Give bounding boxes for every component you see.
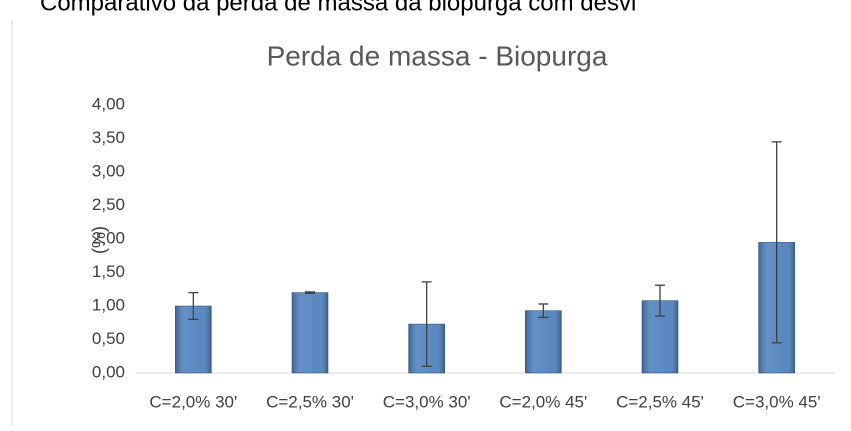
error-bar — [538, 303, 549, 319]
y-tick-label: 4,00 — [92, 94, 125, 113]
error-bar — [305, 291, 315, 294]
y-tick-label: 2,00 — [92, 228, 125, 247]
chart-title: Perda de massa - Biopurga — [267, 40, 608, 71]
x-tick-label: C=2,5% 30' — [266, 392, 354, 411]
y-tick-label: 1,00 — [92, 295, 125, 314]
error-bar — [655, 284, 665, 317]
bar-shade — [525, 310, 562, 374]
x-tick-label: C=3,0% 30' — [383, 392, 471, 411]
y-tick-label: 3,00 — [92, 161, 125, 180]
y-tick-label: 0,00 — [92, 362, 125, 381]
x-tick-label: C=2,0% 30' — [149, 392, 237, 411]
y-tick-label: 2,50 — [92, 195, 125, 214]
x-tick-label: C=3,0% 45' — [733, 392, 821, 411]
error-bar — [421, 281, 432, 367]
y-axis-label: (%) — [89, 226, 109, 254]
error-bar — [188, 291, 199, 321]
caption: Comparativo da perda de massa da biopurg… — [40, 0, 636, 16]
x-tick-label: C=2,5% 45' — [616, 392, 704, 411]
y-tick-label: 1,50 — [92, 262, 125, 281]
bar-shade — [291, 292, 329, 374]
error-bar — [771, 141, 782, 344]
y-tick-label: 0,50 — [92, 329, 125, 348]
x-tick-label: C=2,0% 45' — [499, 392, 587, 411]
y-tick-label: 3,50 — [92, 128, 125, 147]
